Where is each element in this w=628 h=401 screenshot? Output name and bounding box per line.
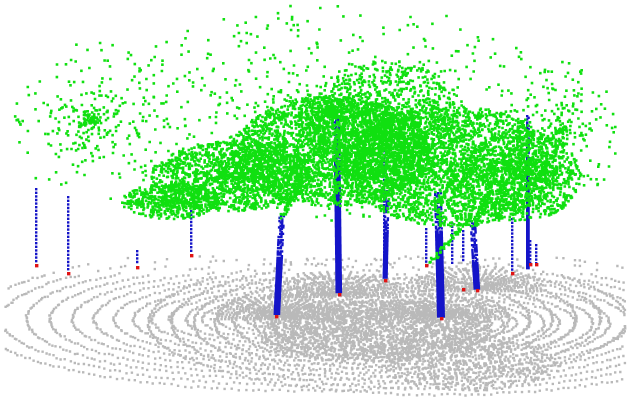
canopy-points <box>13 4 617 264</box>
ground-points <box>4 255 627 397</box>
